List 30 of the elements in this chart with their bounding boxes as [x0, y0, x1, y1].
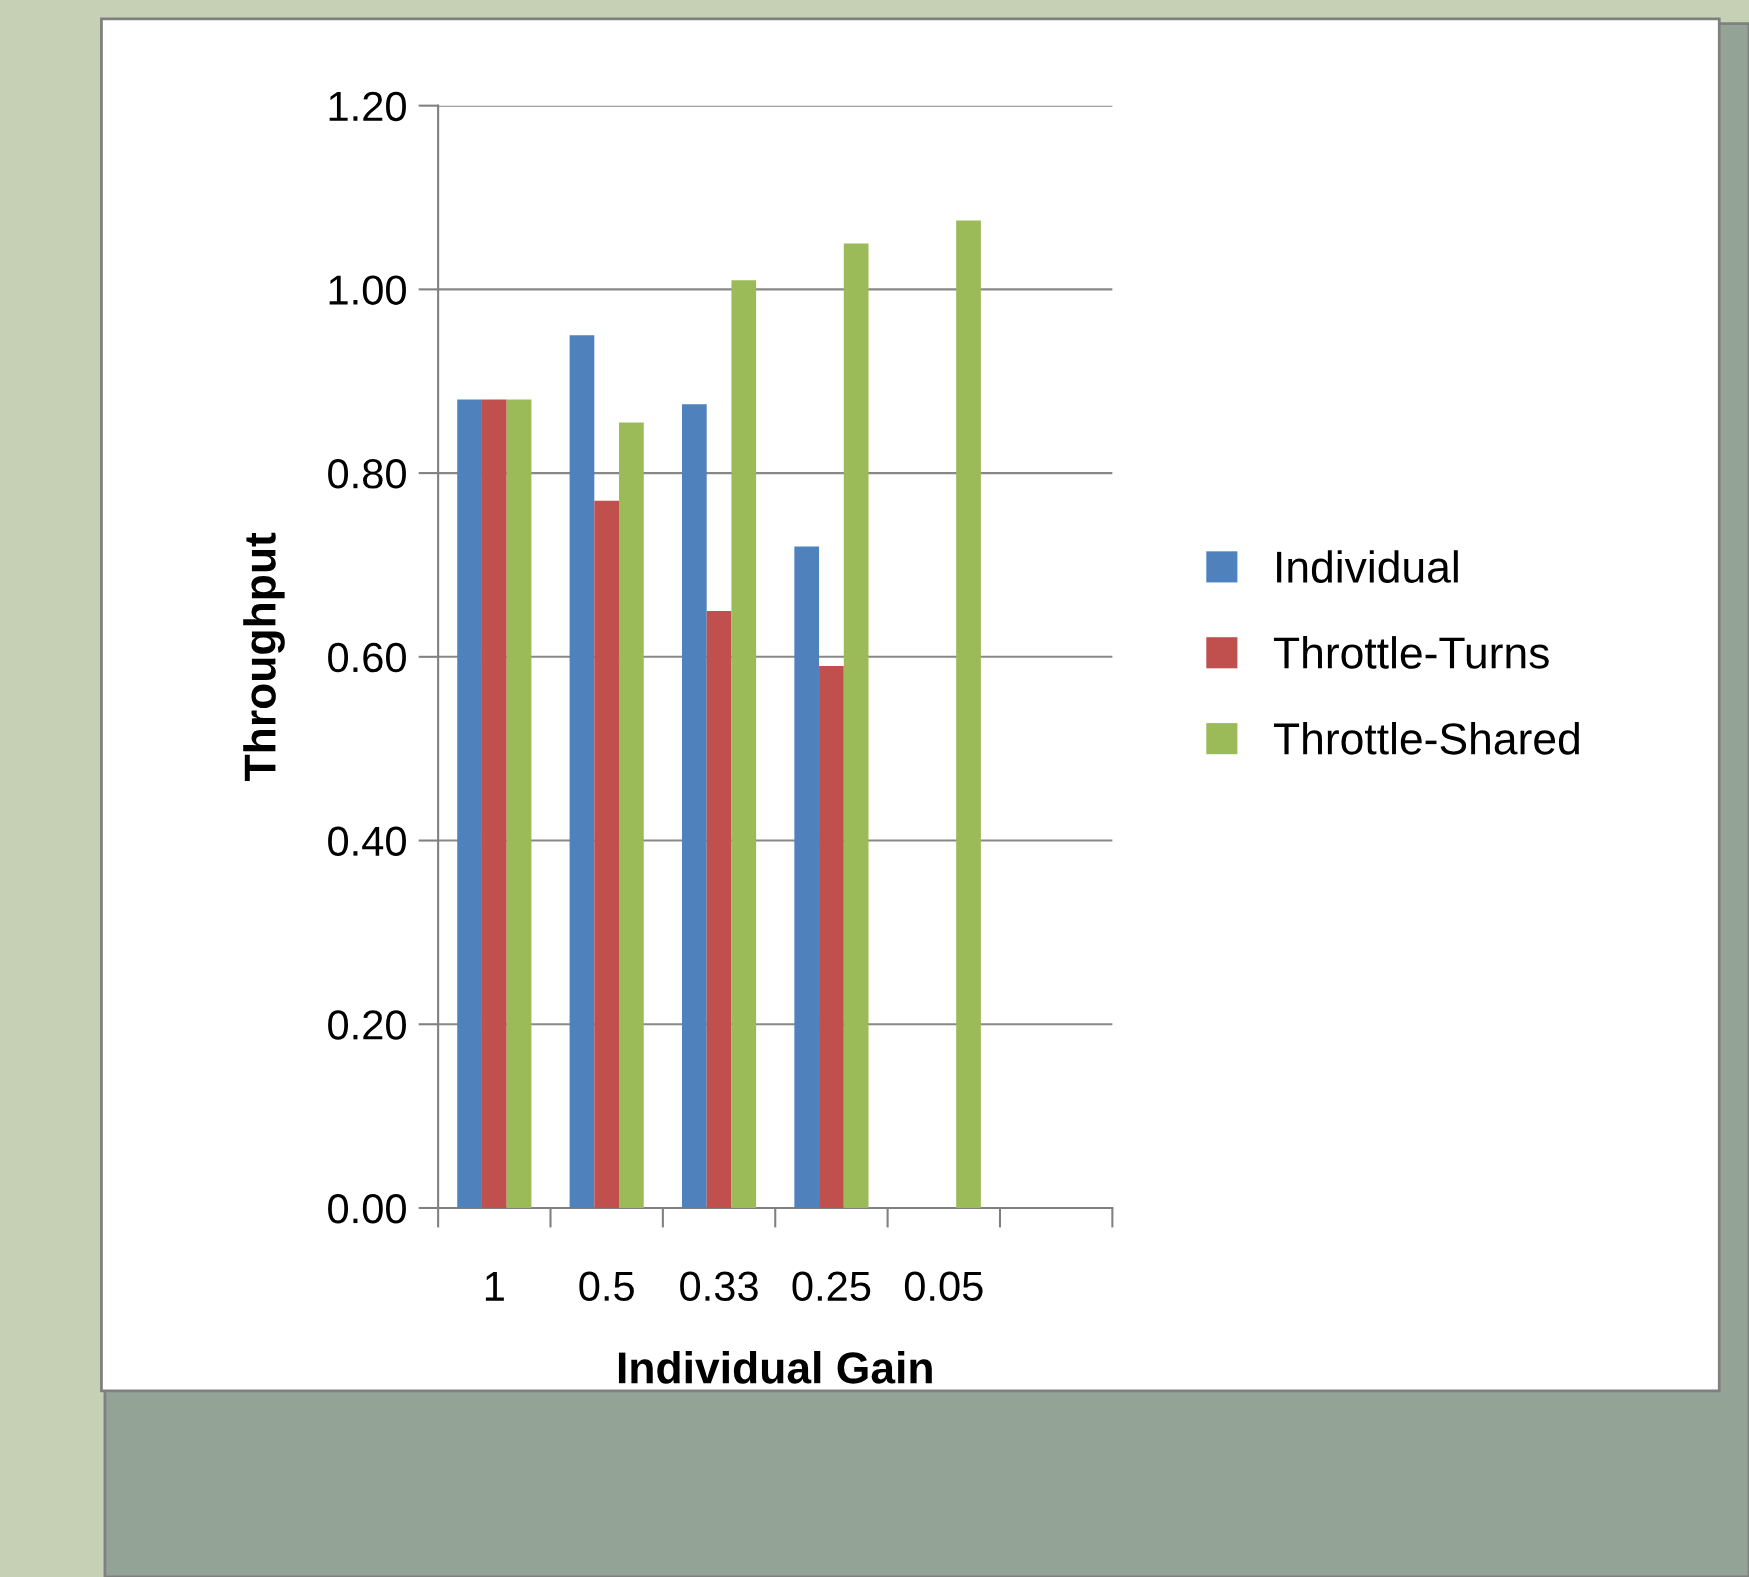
y-tick-label: 1.00 — [329, 275, 406, 305]
bar — [706, 610, 732, 1208]
y-axis-title: Throughput — [243, 532, 285, 781]
y-tick-label: 0.00 — [328, 1193, 406, 1224]
y-tick-label: 0.40 — [328, 826, 406, 857]
legend-label: Throttle-Shared — [1273, 721, 1579, 755]
x-tick-label: 1 — [485, 1272, 504, 1301]
bar — [794, 546, 820, 1208]
legend-label: Throttle-Turns — [1273, 636, 1549, 669]
y-tick-label: 0.20 — [328, 1010, 406, 1040]
bar — [819, 666, 844, 1208]
y-tick-label: 1.20 — [329, 91, 406, 122]
bar — [956, 220, 981, 1208]
x-tick-label: 0.5 — [579, 1271, 634, 1302]
x-tick-label: 0.33 — [680, 1271, 758, 1302]
bar — [594, 500, 620, 1208]
bar — [681, 404, 707, 1208]
bar — [457, 399, 482, 1208]
x-tick-label: 0.25 — [792, 1271, 871, 1302]
y-tick-label: 0.60 — [328, 642, 406, 673]
x-axis-title: Individual Gain — [618, 1350, 932, 1384]
bar — [569, 335, 595, 1208]
bar — [843, 243, 869, 1208]
y-tick-label: 0.80 — [328, 459, 406, 489]
bar — [481, 399, 507, 1208]
bar — [506, 399, 532, 1208]
bar — [731, 280, 757, 1208]
bar — [619, 422, 644, 1208]
legend-label: Individual — [1277, 550, 1458, 583]
x-tick-label: 0.05 — [904, 1271, 983, 1302]
